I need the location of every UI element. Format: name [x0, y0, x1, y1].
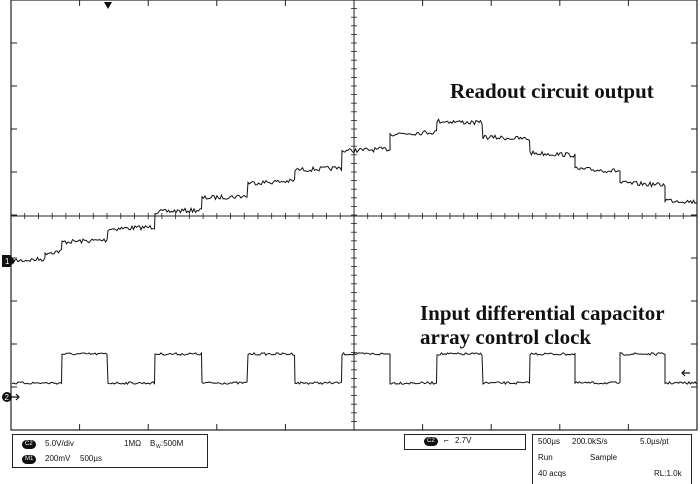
acquisition-count: 40 acqs — [538, 469, 567, 478]
acquisition-mode: Sample — [590, 453, 618, 462]
svg-text:1: 1 — [5, 257, 10, 266]
clock-annotation-line1: Input differential capacitor — [420, 301, 665, 325]
graticule — [10, 0, 698, 431]
timebase: 500µs — [538, 437, 560, 446]
ch1-ground-marker: 1 — [2, 255, 15, 267]
readout-trace — [11, 118, 697, 265]
record-length: RL:1.0k — [654, 469, 682, 478]
bandwidth-sub: W — [156, 444, 161, 450]
ch2-badge: C2 — [22, 440, 36, 449]
clock-trace — [11, 351, 697, 386]
waveform-traces — [11, 118, 697, 386]
trigger-position-marker — [104, 2, 112, 9]
ch2-ground-marker: 2 — [2, 392, 20, 402]
readout-output-annotation: Readout circuit output — [450, 79, 654, 103]
point-interval: 5.0µs/pt — [640, 437, 669, 446]
trigger-level-marker — [681, 369, 690, 377]
acquisition-panel — [532, 434, 692, 484]
sample-rate: 200.0kS/s — [572, 437, 608, 446]
bandwidth-prefix: B — [150, 439, 156, 448]
svg-text:2: 2 — [5, 393, 10, 402]
trigger-source-badge: C2 — [424, 437, 438, 446]
trigger-panel — [404, 434, 526, 450]
trigger-slope-icon: ⌐ — [444, 436, 449, 445]
ch2-scale: 5.0V/div — [45, 439, 74, 448]
run-state: Run — [538, 453, 553, 462]
math-badge: M1 — [22, 455, 37, 464]
clock-annotation-line2: array control clock — [420, 325, 592, 349]
ch2-impedance: 1MΩ — [124, 439, 142, 448]
trigger-level: 2.7V — [455, 436, 472, 445]
math-scale: 200mV — [45, 454, 71, 463]
math-timebase: 500µs — [80, 454, 102, 463]
status-bar: C2 5.0V/div 1MΩ B W :500M M1 200mV 500µs… — [0, 432, 700, 484]
channel-settings-panel — [12, 434, 208, 468]
bandwidth-limit: :500M — [161, 439, 184, 448]
